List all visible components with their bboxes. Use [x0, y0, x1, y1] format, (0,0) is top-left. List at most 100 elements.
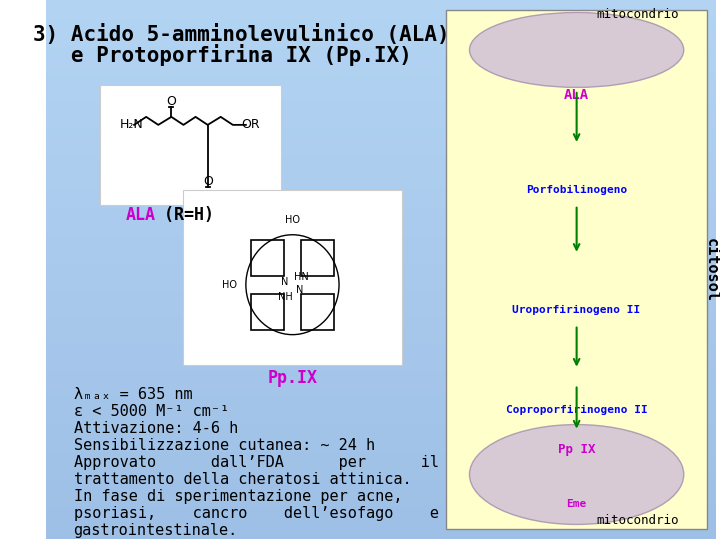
Bar: [45, 519, 716, 526]
Bar: [45, 532, 716, 539]
Text: psoriasi,    cancro    dell’esofago    e: psoriasi, cancro dell’esofago e: [73, 506, 438, 521]
Text: N: N: [282, 276, 289, 287]
Bar: [45, 269, 716, 276]
Bar: [45, 472, 716, 479]
Bar: [45, 47, 716, 54]
Bar: [45, 202, 716, 209]
Text: O: O: [204, 176, 214, 188]
Bar: [99, 85, 282, 205]
Text: trattamento della cheratosi attinica.: trattamento della cheratosi attinica.: [73, 472, 411, 487]
Text: ALA: ALA: [564, 88, 589, 102]
Bar: [45, 404, 716, 411]
Text: ε < 5000 M⁻¹ cm⁻¹: ε < 5000 M⁻¹ cm⁻¹: [73, 404, 229, 419]
Bar: [45, 364, 716, 371]
Text: λₘₐₓ = 635 nm: λₘₐₓ = 635 nm: [73, 387, 192, 402]
Bar: [45, 526, 716, 532]
Text: OR: OR: [241, 118, 260, 131]
Text: Approvato      dall’FDA      per      il: Approvato dall’FDA per il: [73, 455, 438, 470]
Bar: [45, 296, 716, 303]
Text: HO: HO: [285, 215, 300, 225]
Text: ALA: ALA: [126, 206, 156, 224]
Bar: [45, 20, 716, 27]
Ellipse shape: [469, 424, 684, 524]
Text: In fase di sperimentazione per acne,: In fase di sperimentazione per acne,: [73, 489, 402, 504]
Bar: [45, 189, 716, 195]
Bar: [45, 122, 716, 128]
Bar: [45, 438, 716, 445]
Bar: [45, 357, 716, 364]
Text: (R=H): (R=H): [153, 206, 214, 224]
Text: mitocondrio: mitocondrio: [597, 9, 679, 22]
Bar: [45, 222, 716, 230]
Bar: [45, 216, 716, 222]
Bar: [45, 182, 716, 189]
Text: Uroporfirinogeno II: Uroporfirinogeno II: [513, 305, 641, 315]
Bar: [446, 10, 707, 529]
Text: Attivazione: 4-6 h: Attivazione: 4-6 h: [73, 421, 238, 436]
Bar: [45, 377, 716, 384]
Bar: [45, 479, 716, 485]
Bar: [45, 344, 716, 350]
Bar: [45, 425, 716, 431]
Bar: [45, 148, 716, 155]
Bar: [45, 27, 716, 33]
Bar: [45, 108, 716, 114]
Bar: [45, 81, 716, 87]
Bar: [45, 176, 716, 182]
Bar: [45, 141, 716, 149]
Bar: [45, 452, 716, 458]
Text: Eme: Eme: [567, 500, 587, 509]
Bar: [45, 209, 716, 216]
Bar: [45, 310, 716, 317]
Bar: [45, 168, 716, 176]
Text: Pp IX: Pp IX: [558, 443, 595, 456]
Text: O: O: [166, 96, 176, 109]
Text: Porfobilinogeno: Porfobilinogeno: [526, 185, 627, 195]
Bar: [45, 317, 716, 323]
Bar: [45, 236, 716, 243]
Text: citosol: citosol: [704, 238, 719, 302]
Bar: [45, 506, 716, 512]
Bar: [45, 465, 716, 472]
Bar: [45, 398, 716, 404]
Text: mitocondrio: mitocondrio: [597, 515, 679, 528]
Bar: [45, 40, 716, 47]
Bar: [45, 350, 716, 357]
Bar: [45, 114, 716, 122]
Text: e Protoporfirina IX (Pp.IX): e Protoporfirina IX (Pp.IX): [71, 44, 412, 66]
Bar: [45, 243, 716, 249]
Bar: [45, 68, 716, 74]
Bar: [45, 162, 716, 168]
Bar: [45, 155, 716, 162]
Bar: [45, 445, 716, 452]
Bar: [45, 303, 716, 310]
Bar: [45, 283, 716, 290]
Bar: [45, 458, 716, 465]
Text: gastrointestinale.: gastrointestinale.: [73, 523, 238, 538]
Bar: [45, 512, 716, 519]
Text: H₂N: H₂N: [120, 118, 144, 131]
Bar: [45, 74, 716, 81]
Ellipse shape: [469, 12, 684, 87]
Bar: [45, 431, 716, 438]
Bar: [45, 54, 716, 60]
Text: HO: HO: [222, 280, 237, 289]
Bar: [45, 195, 716, 202]
Bar: [45, 391, 716, 398]
Bar: [45, 411, 716, 418]
Bar: [45, 290, 716, 296]
Text: Sensibilizzazione cutanea: ~ 24 h: Sensibilizzazione cutanea: ~ 24 h: [73, 438, 374, 453]
Bar: [45, 263, 716, 269]
Bar: [45, 499, 716, 506]
Text: HN: HN: [294, 272, 309, 282]
Bar: [45, 94, 716, 101]
Bar: [45, 323, 716, 330]
Bar: [45, 492, 716, 499]
Bar: [45, 337, 716, 344]
Bar: [45, 371, 716, 377]
Bar: [45, 135, 716, 141]
Bar: [45, 418, 716, 425]
Bar: [45, 87, 716, 94]
Bar: [45, 384, 716, 391]
Text: Coproporfirinogeno II: Coproporfirinogeno II: [505, 404, 647, 415]
